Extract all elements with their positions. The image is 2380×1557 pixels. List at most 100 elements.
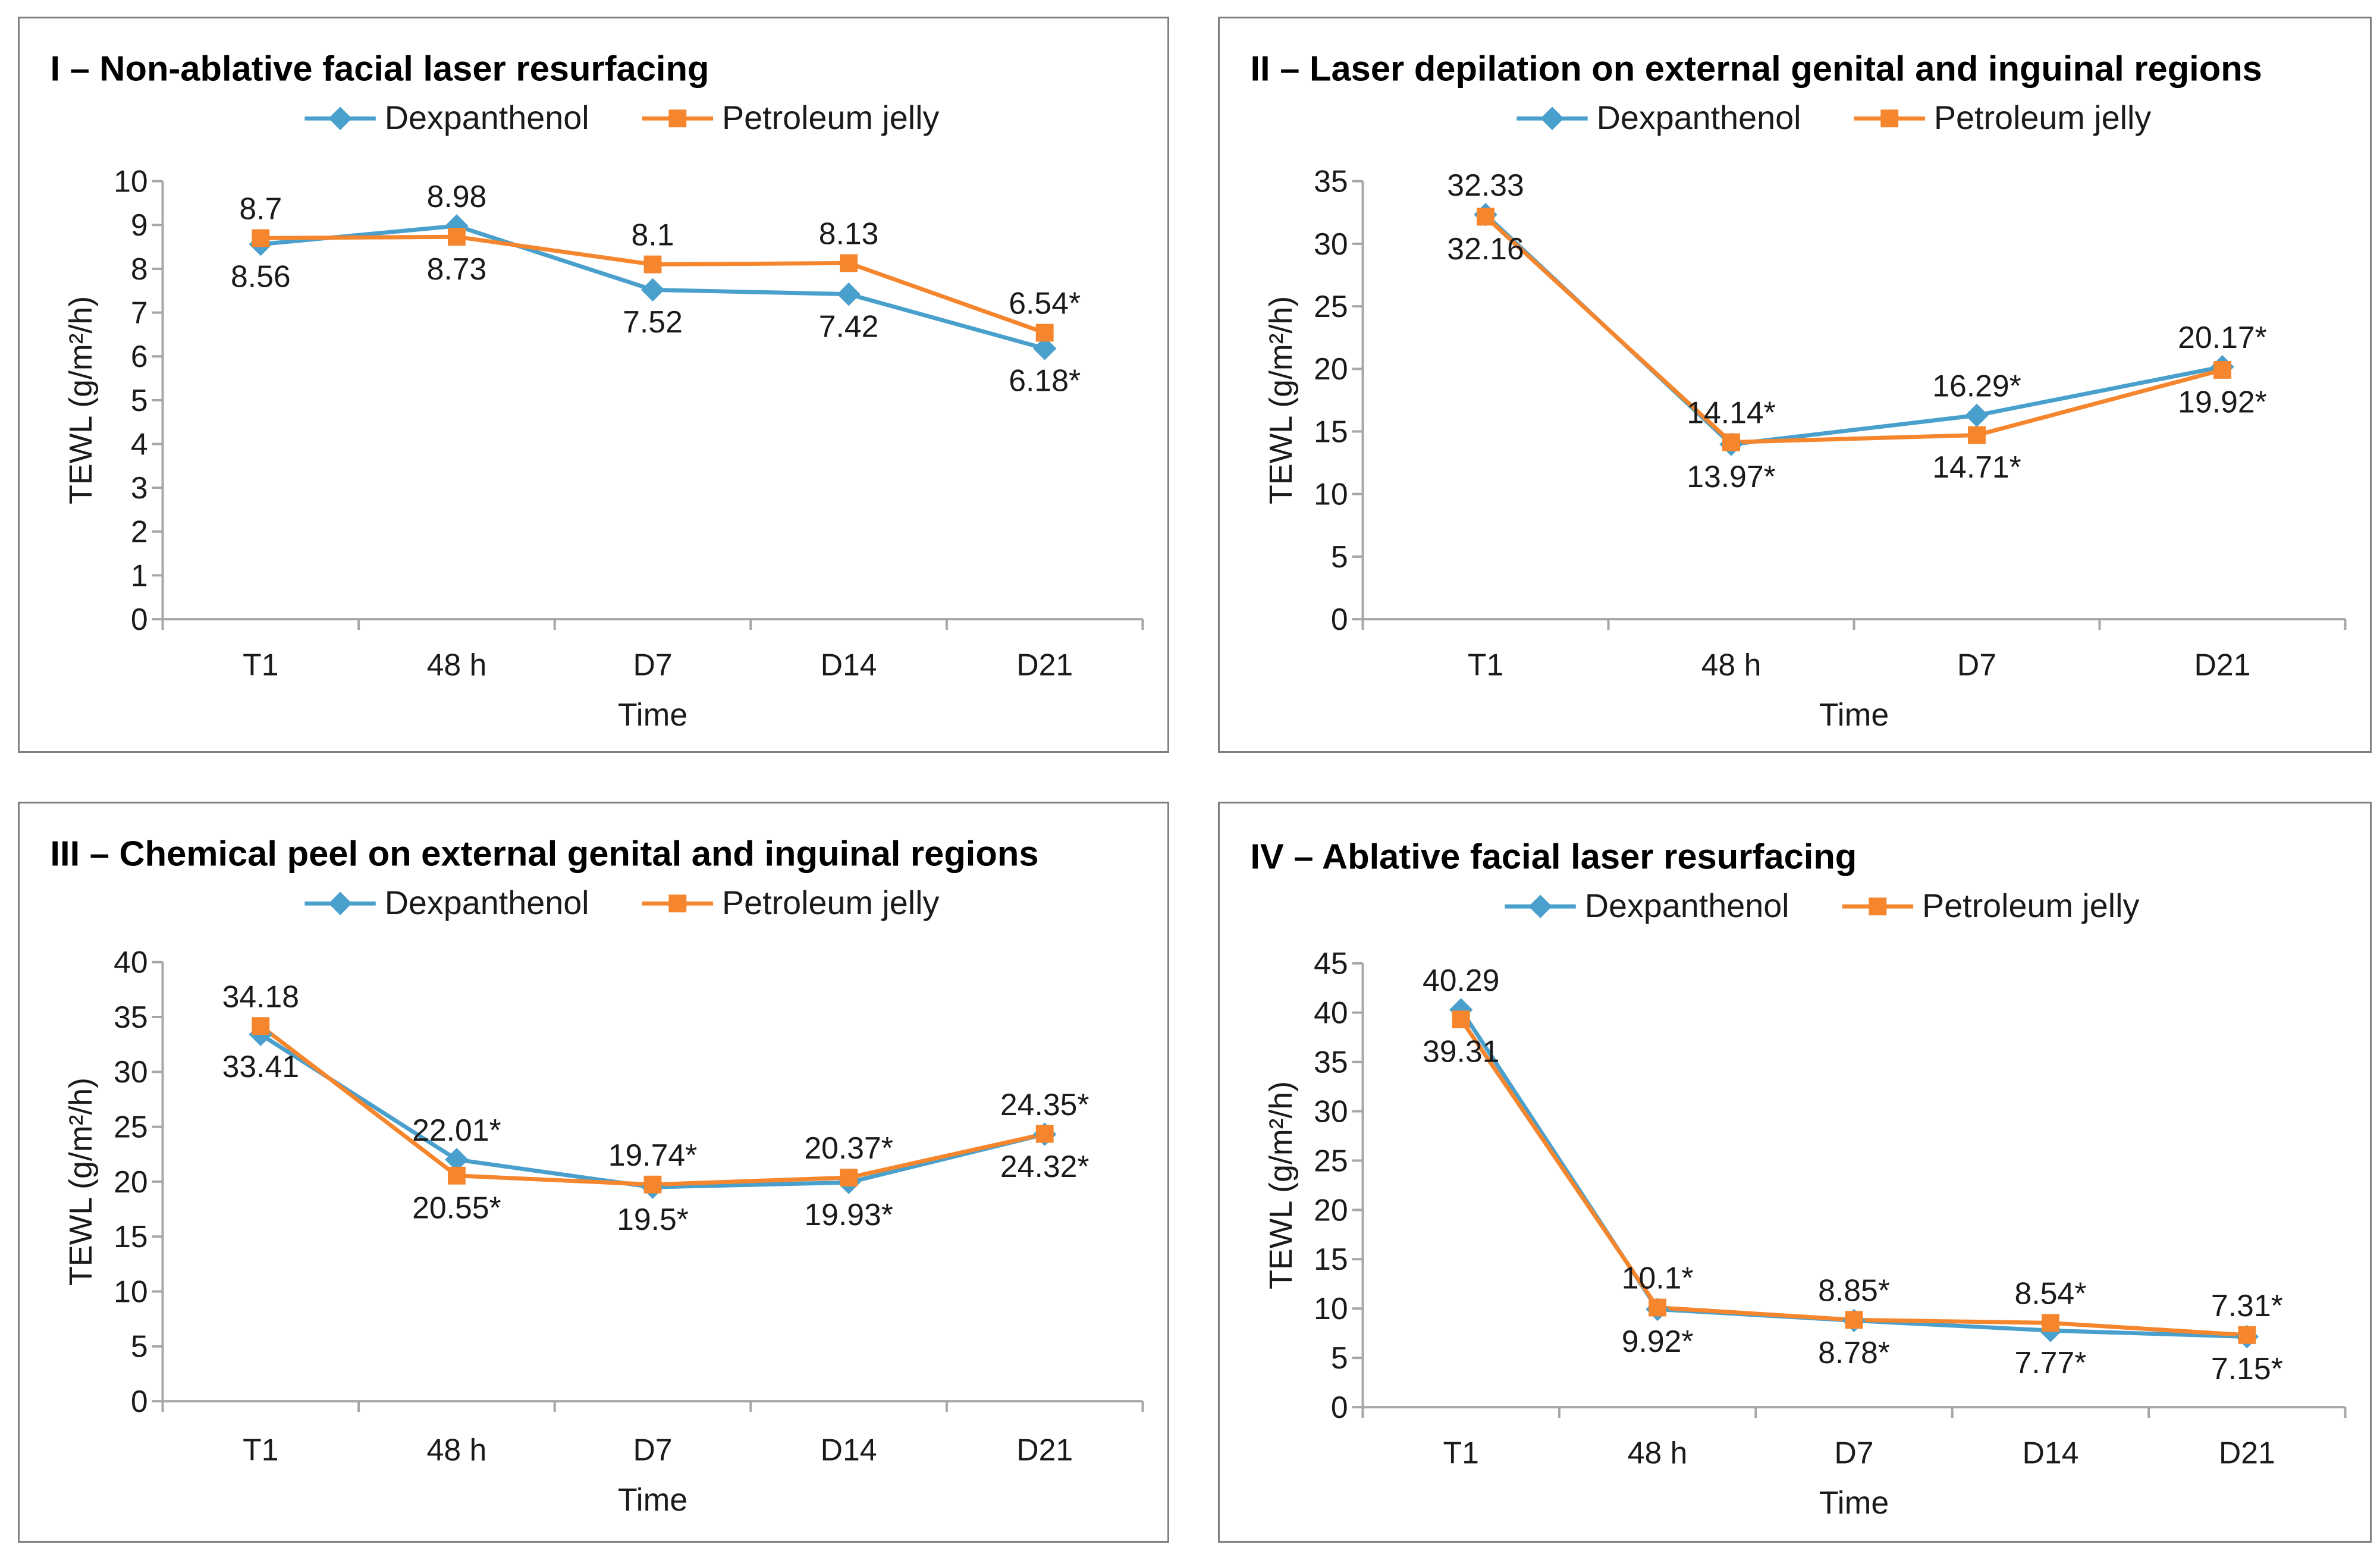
data-point-petroleum-jelly <box>1035 324 1054 342</box>
data-label-dexpanthenol: 7.77* <box>2015 1345 2087 1380</box>
data-label-dexpanthenol: 22.01* <box>412 1113 501 1147</box>
data-label-petroleum-jelly: 20.37* <box>804 1131 893 1165</box>
y-tick-label: 20 <box>1314 1192 1348 1227</box>
data-point-petroleum-jelly <box>2041 1314 2059 1332</box>
data-label-petroleum-jelly: 6.54* <box>1009 286 1081 321</box>
y-tick-label: 25 <box>1314 289 1348 324</box>
legend-label-dexpanthenol: Dexpanthenol <box>1585 887 1789 924</box>
legend-diamond-marker <box>328 891 352 915</box>
legend-label-petroleum-jelly: Petroleum jelly <box>1922 887 2140 924</box>
data-point-petroleum-jelly <box>643 1175 662 1194</box>
y-tick-label: 6 <box>131 339 148 373</box>
chart-panel-3: III – Chemical peel on external genital … <box>18 802 1169 1543</box>
data-label-dexpanthenol: 19.93* <box>804 1197 893 1232</box>
legend-diamond-marker <box>1528 894 1552 918</box>
y-tick-label: 7 <box>131 296 148 330</box>
data-label-petroleum-jelly: 24.35* <box>1000 1087 1089 1122</box>
y-tick-label: 15 <box>1314 414 1348 448</box>
data-point-petroleum-jelly <box>252 1017 270 1035</box>
data-label-dexpanthenol: 16.29* <box>1932 368 2021 403</box>
chart-panel-4: IV – Ablative facial laser resurfacing De… <box>1218 802 2372 1543</box>
y-tick-label: 45 <box>1314 946 1348 981</box>
y-axis-title: TEWL (g/m²/h) <box>63 296 99 504</box>
data-point-dexpanthenol <box>837 282 861 306</box>
y-tick-label: 5 <box>131 383 148 417</box>
y-tick-label: 15 <box>1314 1242 1348 1276</box>
data-label-petroleum-jelly: 8.1 <box>632 218 674 252</box>
y-tick-label: 0 <box>1331 602 1348 636</box>
x-tick-label: T1 <box>243 1433 278 1467</box>
data-point-petroleum-jelly <box>1477 208 1494 226</box>
y-tick-label: 30 <box>1314 227 1348 261</box>
x-tick-label: 48 h <box>1701 648 1762 682</box>
data-point-dexpanthenol <box>640 278 665 302</box>
x-tick-label: D7 <box>633 648 672 682</box>
legend-square-marker <box>1869 897 1887 916</box>
data-label-petroleum-jelly: 8.13 <box>819 216 879 251</box>
y-tick-label: 20 <box>114 1164 148 1199</box>
x-tick-label: D7 <box>1957 648 1996 682</box>
y-tick-label: 35 <box>114 1000 148 1034</box>
y-tick-label: 9 <box>131 208 148 242</box>
y-tick-label: 30 <box>114 1054 148 1089</box>
y-tick-label: 10 <box>114 164 148 199</box>
chart-svg-1: I – Non-ablative facial laser resurfacin… <box>50 48 1144 733</box>
data-point-petroleum-jelly <box>840 254 858 272</box>
y-tick-label: 15 <box>114 1219 148 1254</box>
x-axis-title: Time <box>618 1482 687 1518</box>
legend-label-petroleum-jelly: Petroleum jelly <box>722 884 940 921</box>
x-tick-label: D7 <box>633 1433 672 1467</box>
legend-label-petroleum-jelly: Petroleum jelly <box>1934 99 2152 136</box>
data-point-petroleum-jelly <box>1968 426 1986 444</box>
legend-square-marker <box>668 894 687 913</box>
data-label-dexpanthenol: 8.98 <box>427 179 487 214</box>
y-tick-label: 0 <box>131 1384 148 1418</box>
y-axis-title: TEWL (g/m²/h) <box>1263 296 1299 504</box>
data-label-petroleum-jelly: 7.31* <box>2211 1288 2283 1323</box>
data-label-petroleum-jelly: 8.73 <box>427 252 487 286</box>
x-tick-label: 48 h <box>427 1433 487 1467</box>
data-label-dexpanthenol: 7.42 <box>819 309 879 343</box>
x-tick-label: D14 <box>821 648 877 682</box>
y-axis-title: TEWL (g/m²/h) <box>63 1078 99 1286</box>
legend-diamond-marker <box>1540 106 1564 130</box>
legend-diamond-marker <box>328 106 352 130</box>
data-point-petroleum-jelly <box>1452 1010 1470 1029</box>
legend-label-dexpanthenol: Dexpanthenol <box>1597 99 1801 136</box>
chart-title: IV – Ablative facial laser resurfacing <box>1250 836 1857 876</box>
data-label-dexpanthenol: 24.32* <box>1000 1149 1089 1184</box>
y-tick-label: 30 <box>1314 1094 1348 1128</box>
y-tick-label: 4 <box>131 426 148 461</box>
chart-panel-2: II – Laser depilation on external genita… <box>1218 17 2372 753</box>
y-tick-label: 2 <box>131 514 148 549</box>
x-axis-title: Time <box>1819 1485 1889 1521</box>
y-tick-label: 40 <box>1314 996 1348 1030</box>
legend-label-petroleum-jelly: Petroleum jelly <box>722 99 940 136</box>
y-tick-label: 20 <box>1314 351 1348 386</box>
chart-title: I – Non-ablative facial laser resurfacin… <box>50 48 709 88</box>
chart-svg-3: III – Chemical peel on external genital … <box>50 833 1144 1518</box>
data-point-petroleum-jelly <box>1845 1311 1863 1329</box>
legend-label-dexpanthenol: Dexpanthenol <box>385 884 589 921</box>
data-point-petroleum-jelly <box>447 1166 466 1185</box>
x-tick-label: T1 <box>1443 1436 1479 1470</box>
y-tick-label: 5 <box>1331 1341 1348 1375</box>
y-tick-label: 10 <box>1314 1291 1348 1326</box>
data-label-dexpanthenol: 19.5* <box>617 1202 689 1236</box>
data-label-petroleum-jelly: 34.18 <box>222 979 299 1013</box>
data-label-petroleum-jelly: 8.54* <box>2015 1276 2087 1311</box>
y-tick-label: 0 <box>131 602 148 636</box>
x-tick-label: T1 <box>243 648 278 682</box>
data-point-petroleum-jelly <box>447 228 466 246</box>
x-tick-label: D21 <box>1016 648 1073 682</box>
y-tick-label: 25 <box>114 1110 148 1144</box>
x-axis-title: Time <box>618 697 687 733</box>
data-label-dexpanthenol: 6.18* <box>1009 363 1081 398</box>
data-label-petroleum-jelly: 19.74* <box>608 1138 698 1172</box>
y-tick-label: 8 <box>131 252 148 286</box>
data-label-dexpanthenol: 32.33 <box>1447 168 1524 202</box>
chart-panel-1: I – Non-ablative facial laser resurfacin… <box>18 17 1169 753</box>
legend-label-dexpanthenol: Dexpanthenol <box>385 99 589 136</box>
data-point-petroleum-jelly <box>643 255 662 274</box>
y-tick-label: 5 <box>131 1329 148 1364</box>
